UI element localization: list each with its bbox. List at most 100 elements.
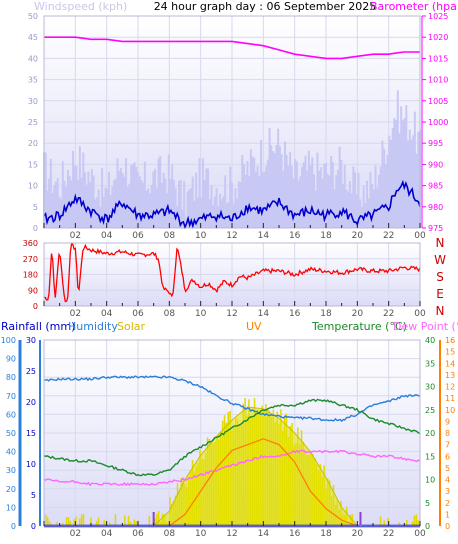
chart-title: 24 hour graph day : 06 September 2025 bbox=[154, 0, 377, 13]
wind-x-tick-label: 08 bbox=[164, 231, 176, 241]
direction-tick-label: 180 bbox=[23, 271, 38, 280]
compass-label: N bbox=[436, 236, 445, 250]
legend-rainfall: Rainfall (mm) bbox=[1, 320, 75, 333]
conditions-x-tick-label: 18 bbox=[320, 529, 332, 539]
wind-tick-label: 15 bbox=[28, 160, 38, 169]
wind-x-tick-label: 12 bbox=[226, 231, 237, 241]
wind-x-tick-label: 02 bbox=[70, 231, 81, 241]
wind-tick-label: 40 bbox=[28, 54, 38, 63]
baro-tick-label: 975 bbox=[428, 224, 443, 233]
baro-tick-label: 990 bbox=[428, 160, 443, 169]
wind-x-tick-label: 10 bbox=[195, 231, 207, 241]
wind-barometer-panel: 0510152025303540455097598098599099510001… bbox=[28, 12, 449, 241]
direction-tick-label: 0 bbox=[33, 302, 38, 311]
temp-tick-label: 15 bbox=[425, 452, 435, 461]
baro-tick-label: 1005 bbox=[428, 97, 448, 106]
humidity-tick-label: 30 bbox=[6, 466, 16, 475]
humidity-tick-label: 10 bbox=[6, 503, 16, 512]
temp-tick-label: 5 bbox=[425, 499, 430, 508]
direction-x-tick-label: 18 bbox=[320, 309, 332, 319]
uv-tick-label: 6 bbox=[445, 452, 450, 461]
rain-tick-label: 30 bbox=[26, 336, 36, 345]
temperature-line bbox=[43, 398, 421, 477]
wind-x-tick-label: 22 bbox=[383, 231, 394, 241]
direction-tick-label: 360 bbox=[23, 239, 38, 248]
humidity-tick-label: 20 bbox=[6, 485, 16, 494]
uv-tick-label: 1 bbox=[445, 510, 450, 519]
baro-tick-label: 1000 bbox=[428, 118, 448, 127]
conditions-x-tick-label: 00 bbox=[414, 529, 426, 539]
baro-tick-label: 985 bbox=[428, 182, 443, 191]
baro-tick-label: 1020 bbox=[428, 33, 448, 42]
conditions-x-tick-label: 20 bbox=[352, 529, 364, 539]
barometer-line bbox=[44, 36, 420, 60]
wind-x-tick-label: 00 bbox=[414, 231, 426, 241]
baro-tick-label: 1010 bbox=[428, 76, 448, 85]
conditions-x-tick-label: 10 bbox=[195, 529, 207, 539]
humidity-tick-label: 40 bbox=[6, 448, 16, 457]
humidity-tick-label: 80 bbox=[6, 373, 16, 382]
temp-tick-label: 35 bbox=[425, 359, 435, 368]
wind-tick-label: 30 bbox=[28, 97, 38, 106]
wind-tick-label: 50 bbox=[28, 12, 38, 21]
wind-x-tick-label: 14 bbox=[258, 231, 270, 241]
wind-tick-label: 45 bbox=[28, 33, 38, 42]
wind-x-tick-label: 18 bbox=[320, 231, 332, 241]
uv-tick-label: 0 bbox=[445, 522, 450, 531]
baro-tick-label: 1025 bbox=[428, 12, 448, 21]
humidity-tick-label: 60 bbox=[6, 410, 16, 419]
direction-tick-label: 90 bbox=[28, 286, 38, 295]
rain-tick-label: 15 bbox=[26, 429, 36, 438]
wind-x-tick-label: 06 bbox=[132, 231, 144, 241]
legend-uv: UV bbox=[246, 320, 262, 333]
direction-x-tick-label: 16 bbox=[289, 309, 301, 319]
legend-temperature: Temperature (°C) bbox=[311, 320, 407, 333]
direction-x-tick-label: 04 bbox=[101, 309, 113, 319]
uv-tick-label: 3 bbox=[445, 487, 450, 496]
uv-tick-label: 15 bbox=[445, 348, 455, 357]
baro-tick-label: 995 bbox=[428, 139, 443, 148]
wind-x-tick-label: 16 bbox=[289, 231, 301, 241]
temp-tick-label: 30 bbox=[425, 383, 435, 392]
uv-tick-label: 11 bbox=[445, 394, 455, 403]
rain-tick-label: 20 bbox=[26, 398, 36, 407]
conditions-x-tick-label: 08 bbox=[164, 529, 176, 539]
conditions-x-tick-label: 22 bbox=[383, 529, 394, 539]
humidity-tick-label: 100 bbox=[1, 336, 16, 345]
wind-tick-label: 20 bbox=[28, 139, 38, 148]
direction-tick-label: 270 bbox=[23, 255, 38, 264]
direction-x-tick-label: 12 bbox=[226, 309, 237, 319]
humidity-tick-label: 50 bbox=[6, 429, 16, 438]
direction-x-tick-label: 20 bbox=[352, 309, 364, 319]
wind-x-tick-label: 04 bbox=[101, 231, 113, 241]
direction-x-tick-label: 22 bbox=[383, 309, 394, 319]
humidity-tick-label: 90 bbox=[6, 355, 16, 364]
direction-x-tick-label: 14 bbox=[258, 309, 270, 319]
rain-tick-label: 10 bbox=[26, 460, 36, 469]
wind-axis-label: Windspeed (kph) bbox=[34, 0, 127, 13]
uv-tick-label: 9 bbox=[445, 417, 450, 426]
conditions-x-tick-label: 14 bbox=[258, 529, 270, 539]
compass-label: E bbox=[436, 287, 444, 301]
wind-tick-label: 35 bbox=[28, 76, 38, 85]
temp-tick-label: 20 bbox=[425, 429, 435, 438]
legend-solar: Solar bbox=[117, 320, 146, 333]
conditions-x-tick-label: 06 bbox=[132, 529, 144, 539]
wind-tick-label: 25 bbox=[28, 118, 38, 127]
baro-tick-label: 1015 bbox=[428, 54, 448, 63]
rain-tick-label: 5 bbox=[31, 491, 36, 500]
uv-tick-label: 2 bbox=[445, 499, 450, 508]
direction-x-tick-label: 06 bbox=[132, 309, 144, 319]
temp-tick-label: 0 bbox=[425, 522, 430, 531]
compass-label: S bbox=[436, 270, 444, 284]
compass-label: W bbox=[434, 253, 446, 267]
direction-x-tick-label: 02 bbox=[70, 309, 81, 319]
humidity-tick-label: 70 bbox=[6, 392, 16, 401]
uv-tick-label: 8 bbox=[445, 429, 450, 438]
uv-tick-label: 7 bbox=[445, 441, 450, 450]
conditions-x-tick-label: 04 bbox=[101, 529, 113, 539]
wind-tick-label: 10 bbox=[28, 182, 38, 191]
baro-axis-label: Barometer (hpa) bbox=[370, 0, 458, 13]
